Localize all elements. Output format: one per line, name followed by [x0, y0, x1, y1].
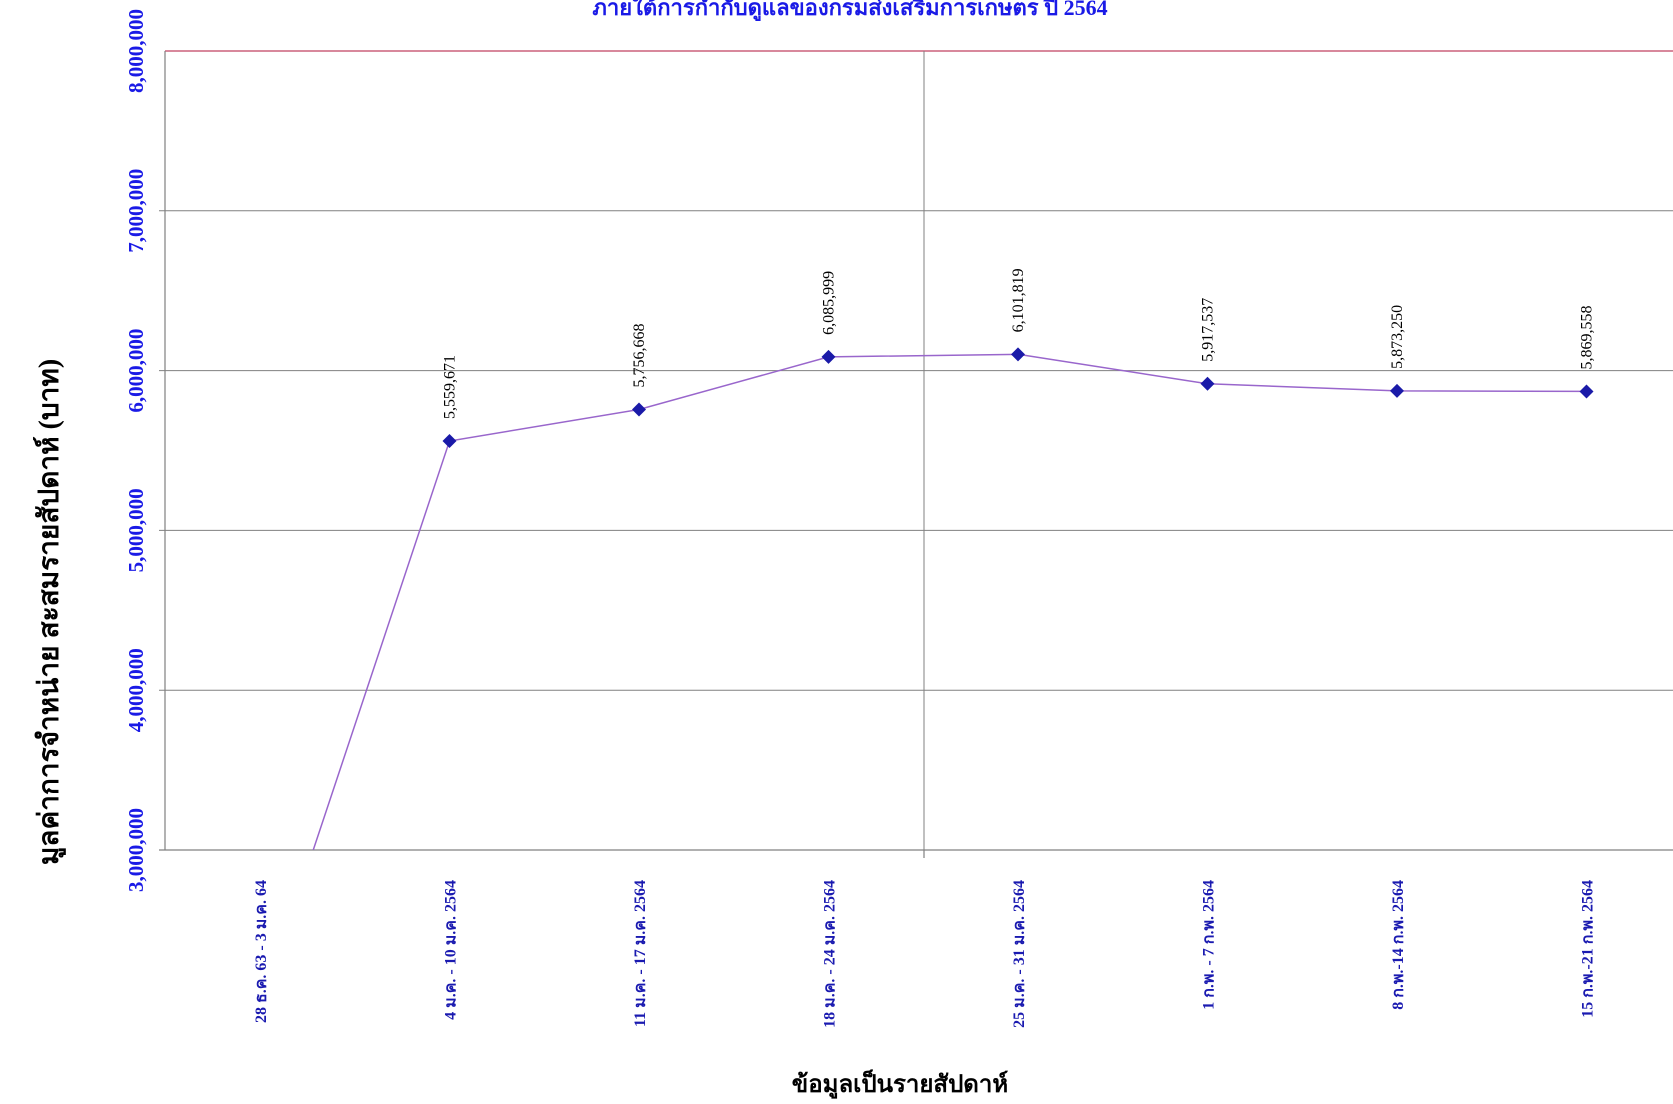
- data-point-marker: [632, 402, 646, 417]
- x-tick-label: 11 ม.ค. - 17 ม.ค. 2564: [632, 880, 649, 1027]
- data-point-marker: [442, 433, 457, 448]
- y-tick-label: 4,000,000: [124, 648, 148, 732]
- data-label: 5,869,558: [1579, 305, 1596, 369]
- data-label: 6,085,999: [821, 271, 838, 335]
- x-axis-title: ข้อมูลเป็นรายสัปดาห์: [792, 1069, 1008, 1099]
- data-point-marker: [1011, 347, 1025, 362]
- x-tick-label: 8 ก.พ.-14 ก.พ. 2564: [1390, 880, 1407, 1010]
- data-label: 5,756,668: [631, 323, 648, 387]
- y-tick-label: 7,000,000: [124, 169, 148, 253]
- y-tick-label: 6,000,000: [124, 329, 148, 413]
- y-tick-labels: 3,000,000 4,000,000 5,000,000 6,000,000 7,00…: [124, 9, 148, 892]
- y-tick-label: 3,000,000: [124, 808, 148, 892]
- chart-title: ภายใต้การกำกับดูแลของกรมส่งเสริมการเกษตร…: [592, 0, 1107, 22]
- axes: [159, 51, 1673, 858]
- data-labels: 5,559,671 5,756,668 6,085,999 6,101,819 5,91…: [442, 268, 1596, 419]
- data-label: 5,873,250: [1389, 305, 1406, 369]
- x-tick-label: 25 ม.ค. - 31 ม.ค. 2564: [1011, 880, 1028, 1028]
- x-tick-label: 15 ก.พ.-21 ก.พ. 2564: [1580, 880, 1597, 1018]
- x-tick-label: 18 ม.ค. - 24 ม.ค. 2564: [822, 880, 839, 1028]
- data-point-marker: [1390, 383, 1404, 398]
- data-label: 5,917,537: [1200, 298, 1217, 362]
- x-tick-label: 4 ม.ค. - 10 ม.ค. 2564: [443, 880, 460, 1020]
- gridlines: [159, 50, 1673, 850]
- series-line: [312, 353, 1587, 850]
- data-point-marker: [1200, 376, 1215, 391]
- x-tick-label: 28 ธ.ค. 63 - 3 ม.ค. 64: [253, 880, 270, 1023]
- data-markers: [442, 347, 1594, 448]
- y-tick-label: 5,000,000: [124, 488, 148, 572]
- data-label: 5,559,671: [442, 355, 459, 419]
- data-point-marker: [821, 349, 836, 364]
- x-tick-label: 1 ก.พ. - 7 ก.พ. 2564: [1201, 880, 1218, 1010]
- x-tick-labels: 28 ธ.ค. 63 - 3 ม.ค. 64 4 ม.ค. - 10 ม.ค. 2…: [253, 880, 1597, 1028]
- y-axis-title: มูลค่าการจำหน่าย สะสมรายสัปดาห์ (บาท): [33, 359, 66, 865]
- data-point-marker: [1579, 384, 1594, 399]
- data-label: 6,101,819: [1010, 268, 1027, 332]
- y-tick-label: 8,000,000: [124, 9, 148, 93]
